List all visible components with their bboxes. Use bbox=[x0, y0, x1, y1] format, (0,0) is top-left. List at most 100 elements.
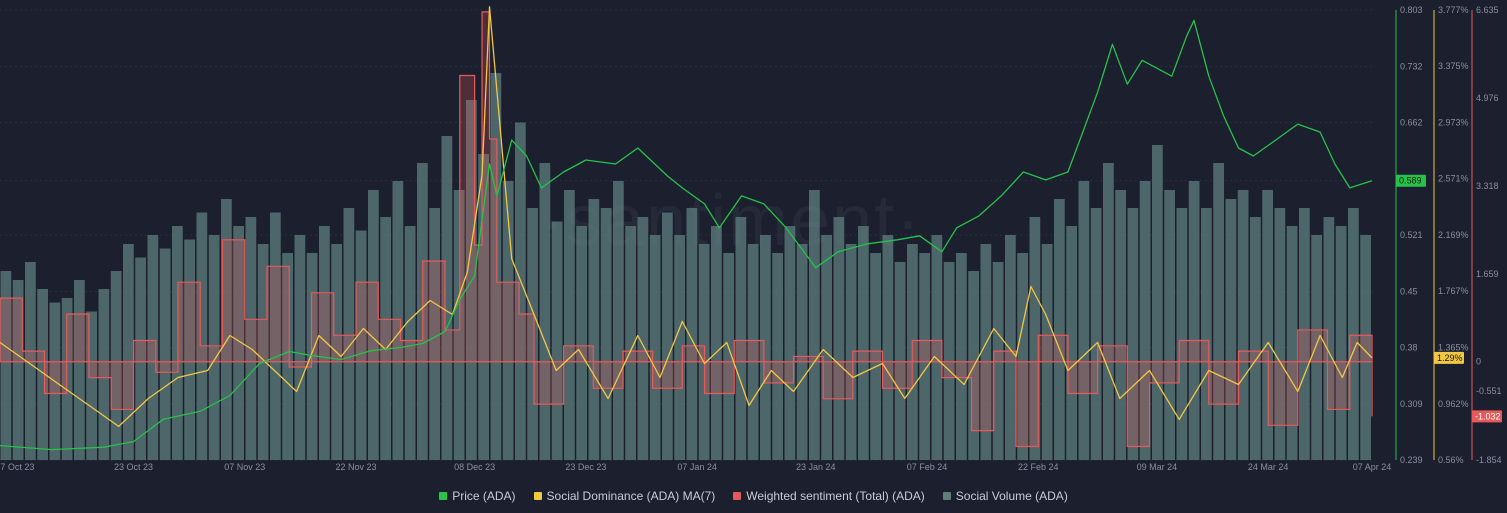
x-tick-label: 07 Nov 23 bbox=[224, 462, 265, 472]
volume-swatch-icon bbox=[942, 492, 951, 500]
volume-bar bbox=[123, 244, 134, 460]
volume-bar bbox=[1152, 145, 1163, 460]
price-current-badge: 0.589 bbox=[1399, 176, 1422, 186]
volume-bar bbox=[1286, 226, 1298, 460]
volume-bar bbox=[441, 136, 453, 460]
sentiment-series bbox=[0, 11, 1373, 448]
volume-bar bbox=[564, 190, 575, 460]
volume-bar bbox=[0, 271, 12, 460]
legend-item-price[interactable]: Price (ADA) bbox=[439, 486, 516, 506]
y-tick-label: 0.662 bbox=[1400, 118, 1423, 128]
volume-bar bbox=[1348, 208, 1359, 460]
volume-bar bbox=[845, 244, 857, 460]
volume-bar bbox=[1164, 190, 1175, 460]
volume-bar bbox=[110, 271, 122, 460]
volume-bar bbox=[625, 226, 636, 460]
y-tick-label: 0.239 bbox=[1400, 455, 1423, 465]
volume-bar bbox=[1029, 217, 1041, 460]
volume-bar bbox=[490, 73, 502, 460]
volume-bar bbox=[1054, 199, 1065, 460]
volume-bar bbox=[796, 244, 808, 460]
y-tick-label: 2.169% bbox=[1438, 230, 1469, 240]
x-tick-label: 24 Mar 24 bbox=[1248, 462, 1289, 472]
x-tick-label: 22 Nov 23 bbox=[335, 462, 376, 472]
y-tick-label: -1.854 bbox=[1476, 455, 1502, 465]
dominance-series bbox=[0, 6, 1373, 428]
volume-bar bbox=[208, 235, 220, 460]
volume-bar bbox=[1115, 190, 1126, 460]
volume-bar bbox=[74, 280, 85, 460]
y-tick-label: 1.767% bbox=[1438, 286, 1469, 296]
y-tick-label: 0 bbox=[1476, 357, 1481, 367]
volume-bar bbox=[931, 235, 943, 460]
volume-bar bbox=[1041, 244, 1053, 460]
volume-bar bbox=[319, 226, 330, 460]
y-tick-label: 1.659 bbox=[1476, 269, 1499, 279]
volume-bar bbox=[870, 253, 881, 460]
volume-bar bbox=[1176, 208, 1188, 460]
volume-bar bbox=[282, 253, 293, 460]
x-tick-label: 07 Apr 24 bbox=[1353, 462, 1392, 472]
volume-bar bbox=[184, 239, 195, 460]
volume-bar bbox=[711, 226, 722, 460]
volume-bar bbox=[1103, 163, 1114, 460]
volume-bar bbox=[1139, 181, 1151, 460]
legend-item-sentiment[interactable]: Weighted sentiment (Total) (ADA) bbox=[733, 486, 925, 506]
volume-bar bbox=[502, 181, 514, 460]
y-tick-label: -0.551 bbox=[1476, 386, 1502, 396]
y-tick-label: 3.318 bbox=[1476, 181, 1499, 191]
volume-bar bbox=[833, 217, 845, 460]
volume-bar bbox=[527, 208, 538, 460]
volume-bar bbox=[588, 199, 600, 460]
volume-bar bbox=[172, 226, 183, 460]
volume-bar bbox=[1090, 208, 1102, 460]
legend-item-dominance[interactable]: Social Dominance (ADA) MA(7) bbox=[533, 486, 715, 506]
volume-bar bbox=[257, 244, 269, 460]
volume-bar bbox=[539, 163, 551, 460]
volume-bar bbox=[894, 262, 906, 460]
volume-bar bbox=[943, 262, 955, 460]
volume-bar bbox=[760, 235, 771, 460]
x-tick-label: 09 Mar 24 bbox=[1137, 462, 1178, 472]
volume-bar bbox=[12, 280, 24, 460]
y-tick-label: 0.803 bbox=[1400, 5, 1423, 15]
legend-item-volume[interactable]: Social Volume (ADA) bbox=[942, 486, 1068, 506]
volume-bar bbox=[821, 235, 832, 460]
y-tick-label: 0.521 bbox=[1400, 230, 1423, 240]
volume-bar bbox=[613, 181, 624, 460]
volume-bar bbox=[980, 244, 992, 460]
volume-bar bbox=[662, 212, 673, 460]
sentiment-current-badge-bg bbox=[1472, 410, 1502, 423]
x-tick-label: 07 Jan 24 bbox=[677, 462, 717, 472]
volume-bar bbox=[380, 217, 391, 460]
volume-bar bbox=[1299, 208, 1310, 460]
volume-bar bbox=[221, 199, 232, 460]
volume-bar bbox=[25, 262, 36, 460]
volume-bar bbox=[735, 217, 747, 460]
volume-bar bbox=[1017, 253, 1028, 460]
y-tick-label: 6.635 bbox=[1476, 5, 1499, 15]
volume-bar bbox=[723, 253, 734, 460]
y-tick-label: 4.976 bbox=[1476, 93, 1499, 103]
y-tick-label: 3.375% bbox=[1438, 61, 1469, 71]
y-tick-label: 2.571% bbox=[1438, 174, 1469, 184]
volume-bar bbox=[159, 248, 171, 460]
volume-bar bbox=[1066, 226, 1077, 460]
volume-bar bbox=[135, 257, 146, 460]
chart-svg[interactable]: 07 Oct 23 23 Oct 23 07 Nov 23 22 Nov 23 08 D… bbox=[0, 0, 1507, 480]
price-current-badge-bg bbox=[1396, 174, 1426, 187]
y-tick-label: 3.777% bbox=[1438, 5, 1469, 15]
legend-label-volume: Social Volume (ADA) bbox=[955, 489, 1068, 503]
y-tick-label: 0.309 bbox=[1400, 399, 1423, 409]
volume-bar bbox=[355, 230, 367, 460]
y-tick-label: 0.732 bbox=[1400, 62, 1423, 72]
volume-bar bbox=[919, 253, 930, 460]
x-tick-label: 23 Jan 24 bbox=[796, 462, 836, 472]
volume-bar bbox=[1360, 235, 1371, 460]
x-tick-label: 22 Feb 24 bbox=[1018, 462, 1059, 472]
volume-bar bbox=[809, 190, 820, 460]
dominance-current-badge-bg bbox=[1434, 351, 1464, 364]
volume-bar bbox=[392, 181, 404, 460]
volume-bar bbox=[600, 208, 612, 460]
